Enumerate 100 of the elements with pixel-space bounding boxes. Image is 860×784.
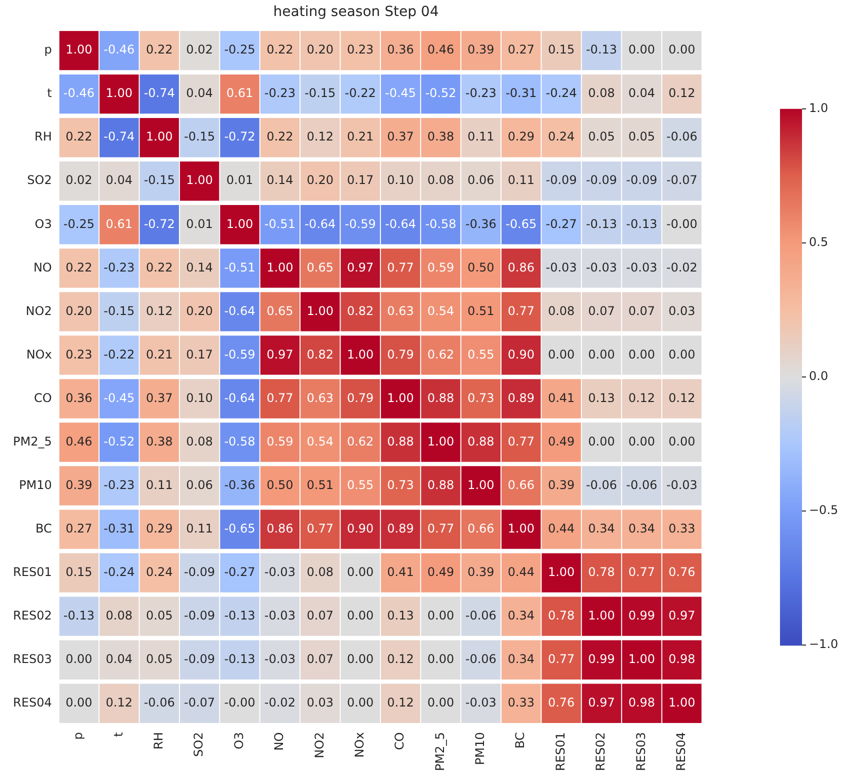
y-tick-label: NOx: [26, 347, 52, 362]
data-label: -0.52: [104, 434, 135, 448]
data-label: 0.77: [508, 304, 534, 318]
x-tick-label: PM2_5: [432, 732, 447, 771]
y-tick-label: NO2: [26, 304, 52, 318]
data-label: 0.12: [387, 696, 414, 710]
data-label: 0.99: [628, 608, 656, 622]
data-label: 0.14: [266, 173, 294, 188]
data-label: 0.02: [66, 173, 92, 188]
y-tick-label: p: [44, 42, 52, 57]
data-label: 0.46: [427, 42, 454, 57]
data-label: 0.34: [588, 521, 615, 536]
data-label: 0.02: [186, 42, 213, 57]
data-label: 0.78: [588, 564, 615, 579]
data-label: -0.24: [546, 86, 577, 100]
data-label: 0.77: [266, 390, 294, 405]
data-label: 0.41: [548, 390, 575, 405]
data-label: 1.00: [588, 608, 615, 622]
data-label: 0.11: [508, 173, 534, 188]
data-label: 0.39: [468, 42, 494, 57]
x-tick-label: PM10: [473, 732, 488, 765]
data-label: 0.24: [146, 564, 173, 579]
data-label: 0.79: [387, 347, 414, 362]
y-tick-label: RES02: [13, 608, 52, 622]
color-bar-label: 0.0: [809, 369, 828, 384]
data-label: -0.06: [626, 478, 658, 492]
data-label: 0.39: [548, 478, 575, 492]
data-label: -0.13: [586, 216, 618, 231]
data-label: -0.36: [224, 478, 256, 492]
data-label: 0.00: [628, 347, 656, 362]
data-label: 0.11: [186, 521, 213, 536]
y-tick-label: NO: [33, 260, 52, 274]
data-label: 0.88: [387, 434, 414, 448]
data-label: 0.00: [668, 434, 696, 448]
data-label: -0.51: [224, 260, 256, 274]
data-label: 0.88: [427, 478, 454, 492]
data-label: 0.22: [146, 42, 173, 57]
data-label: 0.34: [508, 652, 534, 666]
data-label: -0.36: [465, 216, 496, 231]
data-label: 0.07: [588, 304, 615, 318]
data-label: 0.76: [548, 696, 575, 710]
y-tick-label: SO2: [27, 173, 52, 188]
x-tick-label: p: [71, 732, 86, 740]
data-label: 0.12: [668, 390, 696, 405]
x-tick-label: RH: [151, 732, 166, 750]
data-label: 0.00: [628, 42, 656, 57]
data-label: -0.25: [63, 216, 94, 231]
data-label: 1.00: [306, 304, 334, 318]
color-bar-label: −0.5: [809, 503, 838, 518]
data-label: -0.06: [465, 652, 496, 666]
data-label: -0.23: [264, 86, 296, 100]
data-label: -0.45: [104, 390, 135, 405]
data-label: -0.59: [224, 347, 256, 362]
data-label: -0.13: [626, 216, 658, 231]
data-label: 0.44: [548, 521, 575, 536]
data-label: 0.33: [668, 521, 696, 536]
color-bar-label: −1.0: [809, 637, 838, 652]
y-tick-label: RES03: [13, 652, 52, 666]
data-label: -0.09: [184, 564, 216, 579]
data-label: 0.38: [146, 434, 173, 448]
data-label: 0.73: [468, 390, 494, 405]
data-label: 0.77: [387, 260, 414, 274]
data-label: 0.63: [387, 304, 414, 318]
data-label: -0.03: [264, 608, 296, 622]
data-label: -0.24: [104, 564, 135, 579]
data-label: 1.00: [266, 260, 294, 274]
data-label: 0.01: [226, 173, 254, 188]
data-label: -0.64: [304, 216, 336, 231]
data-label: -0.72: [224, 130, 256, 144]
data-label: -0.25: [224, 42, 256, 57]
data-label: -0.09: [184, 652, 216, 666]
data-label: 1.00: [66, 42, 92, 57]
data-label: -0.13: [224, 652, 256, 666]
data-label: -0.64: [224, 390, 256, 405]
data-label: 0.08: [427, 173, 454, 188]
data-label: 0.98: [628, 696, 656, 710]
data-label: 0.00: [427, 652, 454, 666]
data-label: 0.15: [548, 42, 575, 57]
data-label: 1.00: [427, 434, 454, 448]
x-tick-label: RES01: [553, 732, 568, 771]
y-tick-label: CO: [34, 390, 52, 405]
data-label: 0.00: [346, 696, 374, 710]
data-label: -0.02: [666, 260, 698, 274]
x-tick-label: t: [111, 732, 126, 737]
data-label: 0.00: [427, 696, 454, 710]
data-label: 0.20: [186, 304, 213, 318]
data-label: -0.06: [144, 696, 175, 710]
y-tick-label: O3: [34, 216, 52, 231]
data-label: 0.73: [387, 478, 414, 492]
data-label: 0.20: [306, 173, 334, 188]
data-label: -0.46: [63, 86, 94, 100]
data-label: 0.33: [508, 696, 534, 710]
data-label: 0.01: [186, 216, 213, 231]
y-tick-label: RES01: [13, 564, 52, 579]
data-label: 0.65: [306, 260, 334, 274]
data-label: -0.03: [626, 260, 658, 274]
chart-title: heating season Step 04: [273, 4, 439, 20]
data-label: 0.12: [387, 652, 414, 666]
data-label: 0.79: [346, 390, 374, 405]
data-label: -0.58: [425, 216, 456, 231]
